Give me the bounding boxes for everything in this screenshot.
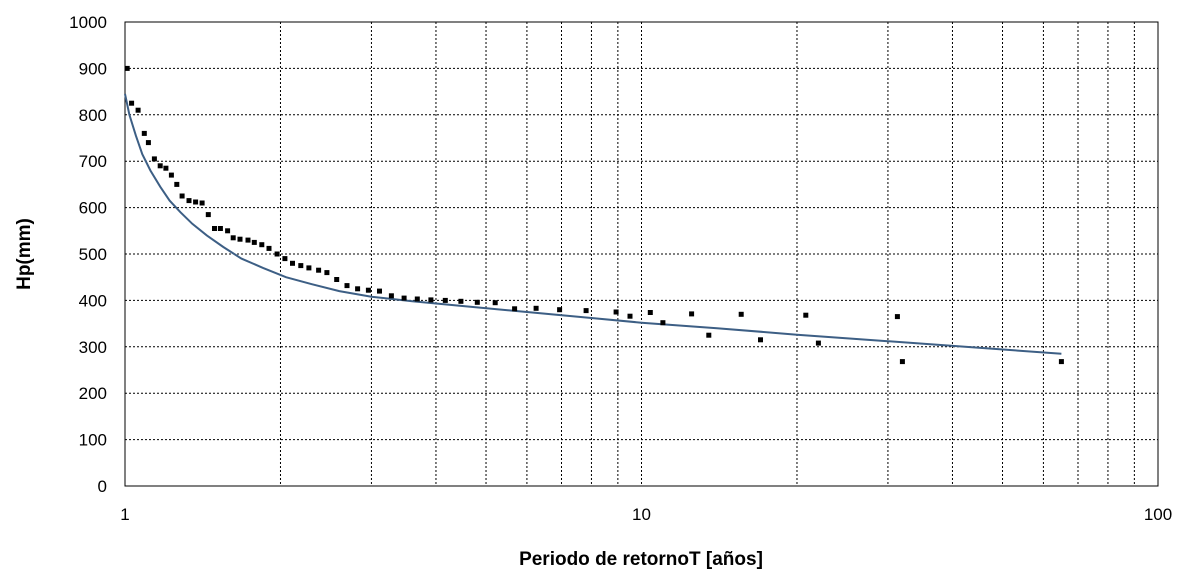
y-tick-label: 700	[79, 152, 107, 171]
data-point	[230, 235, 236, 241]
y-tick-label: 800	[79, 106, 107, 125]
data-point	[377, 288, 382, 294]
data-point	[186, 198, 192, 204]
data-point	[282, 256, 288, 262]
data-point	[174, 181, 180, 187]
y-tick-label: 300	[79, 338, 107, 357]
x-tick-label: 1	[120, 505, 129, 524]
y-tick-label: 600	[79, 199, 107, 218]
data-point	[334, 277, 340, 282]
data-point	[458, 298, 464, 304]
x-tick-label: 100	[1144, 505, 1172, 524]
data-point	[512, 306, 518, 312]
data-point	[583, 308, 589, 314]
data-point	[225, 228, 231, 234]
data-point	[245, 237, 251, 243]
y-tick-label: 500	[79, 245, 107, 264]
fit-line	[124, 93, 1062, 355]
data-point	[706, 332, 712, 338]
data-point	[163, 165, 169, 171]
data-point	[274, 251, 280, 257]
y-tick-label: 0	[98, 477, 107, 496]
data-point	[205, 212, 211, 218]
data-point	[894, 314, 900, 320]
x-axis-title: Periodo de retornoT [años]	[519, 549, 763, 570]
data-point	[135, 107, 141, 113]
data-point	[647, 310, 653, 315]
data-point	[428, 297, 434, 303]
data-point	[815, 340, 821, 346]
x-tick-label: 10	[632, 505, 651, 524]
data-point	[474, 299, 480, 305]
data-point	[179, 193, 185, 199]
data-point	[199, 200, 205, 206]
x-axis-ticks: 1 10 100	[120, 505, 1172, 524]
data-point	[151, 156, 157, 162]
data-point	[899, 359, 905, 365]
data-point	[1058, 359, 1064, 365]
data-point	[290, 260, 295, 266]
grid	[125, 22, 1158, 486]
data-point	[217, 226, 223, 231]
data-point	[557, 307, 563, 313]
data-point	[124, 65, 130, 71]
data-point	[627, 313, 633, 319]
data-point	[533, 305, 539, 311]
data-point	[259, 242, 265, 248]
data-point	[689, 311, 695, 317]
y-tick-label: 100	[79, 431, 107, 450]
data-point	[344, 283, 350, 289]
data-point	[129, 100, 135, 106]
y-tick-label: 1000	[69, 13, 107, 32]
data-point	[492, 300, 498, 306]
y-tick-label: 900	[79, 59, 107, 78]
data-point	[193, 199, 199, 205]
data-point	[738, 311, 744, 317]
data-point	[660, 320, 666, 326]
data-point	[141, 130, 147, 136]
data-point	[266, 245, 272, 251]
data-point	[306, 265, 312, 271]
data-point	[803, 312, 809, 318]
data-point	[758, 337, 763, 343]
data-point	[414, 296, 420, 302]
y-axis-title: Hp(mm)	[14, 218, 35, 290]
y-tick-label: 200	[79, 384, 107, 403]
data-point	[237, 236, 243, 242]
data-point	[324, 270, 330, 276]
data-point	[442, 297, 448, 303]
data-point	[365, 287, 371, 293]
data-point	[613, 309, 619, 315]
data-point	[212, 226, 217, 231]
data-point	[388, 293, 394, 299]
data-point	[298, 263, 304, 269]
data-point	[401, 295, 407, 301]
y-axis-ticks: 0 100 200 300 400 500 600 700 800 900 1000	[69, 13, 107, 496]
y-tick-label: 400	[79, 291, 107, 310]
data-point	[316, 267, 322, 273]
data-point	[145, 140, 151, 146]
data-points	[124, 65, 1064, 365]
data-point	[157, 163, 163, 169]
data-point	[168, 172, 174, 178]
data-point	[355, 286, 361, 292]
data-point	[251, 239, 257, 245]
